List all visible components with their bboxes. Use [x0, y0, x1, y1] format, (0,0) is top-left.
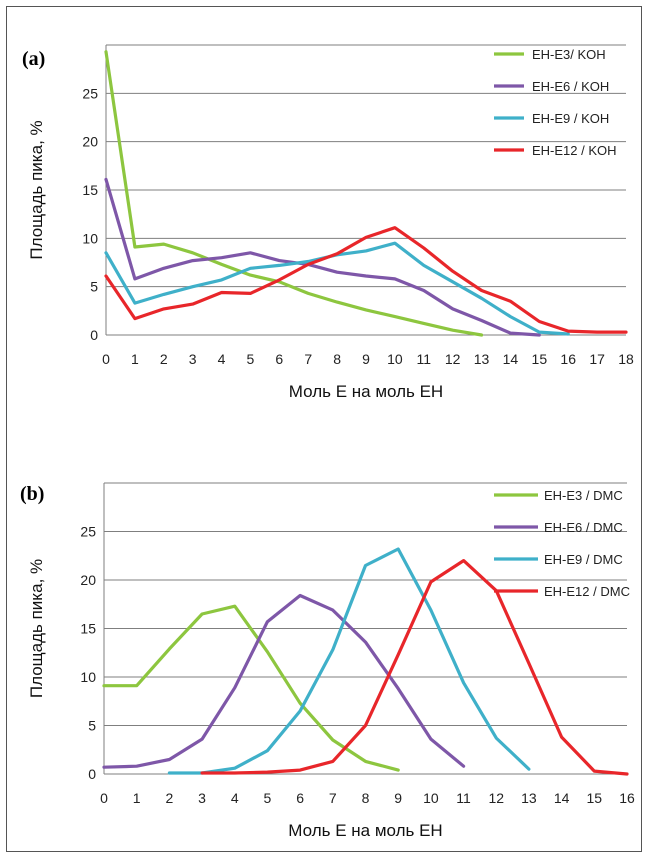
x-tick-label: 10 — [423, 790, 439, 806]
series-line-4 — [200, 558, 629, 776]
panel-b-label: (b) — [20, 483, 44, 505]
x-tick-label: 16 — [619, 790, 635, 806]
x-tick-label: 1 — [133, 790, 141, 806]
legend-label: EH-E12 / DMC — [544, 584, 630, 599]
y-tick-label: 20 — [82, 134, 98, 150]
y-tick-label: 5 — [88, 718, 96, 734]
legend-label: EH-E6 / DMC — [544, 520, 623, 535]
x-tick-label: 14 — [503, 351, 519, 367]
x-tick-label: 18 — [618, 351, 634, 367]
y-tick-label: 25 — [82, 85, 98, 101]
panel-a-label: (a) — [22, 48, 45, 70]
x-tick-label: 3 — [189, 351, 197, 367]
y-axis-title: Площадь пика, % — [27, 559, 46, 698]
figure-frame — [6, 6, 642, 852]
x-tick-label: 13 — [474, 351, 490, 367]
x-tick-label: 3 — [198, 790, 206, 806]
x-tick-label: 16 — [560, 351, 576, 367]
y-tick-label: 10 — [82, 230, 98, 246]
y-tick-label: 0 — [90, 327, 98, 343]
x-tick-label: 17 — [589, 351, 605, 367]
x-tick-label: 11 — [456, 790, 471, 806]
x-tick-label: 4 — [218, 351, 226, 367]
x-tick-label: 15 — [532, 351, 548, 367]
x-tick-label: 0 — [102, 351, 110, 367]
x-tick-label: 9 — [362, 351, 370, 367]
x-tick-label: 9 — [394, 790, 402, 806]
y-tick-label: 15 — [80, 621, 96, 637]
x-tick-label: 10 — [387, 351, 403, 367]
x-tick-label: 2 — [165, 790, 173, 806]
x-tick-label: 15 — [587, 790, 603, 806]
series-line-2 — [102, 593, 466, 769]
legend-label: EH-E9 / DMC — [544, 552, 623, 567]
x-tick-label: 1 — [131, 351, 139, 367]
x-tick-label: 6 — [275, 351, 283, 367]
x-tick-label: 8 — [362, 790, 370, 806]
y-tick-label: 10 — [80, 669, 96, 685]
x-tick-label: 5 — [264, 790, 272, 806]
series-line-1 — [104, 50, 484, 337]
series-line-2 — [104, 177, 541, 337]
y-tick-label: 25 — [80, 524, 96, 540]
legend-label: EH-E6 / KOH — [532, 79, 609, 94]
x-tick-label: 0 — [100, 790, 108, 806]
series-line-3 — [167, 547, 531, 775]
x-tick-label: 7 — [304, 351, 312, 367]
x-tick-label: 5 — [247, 351, 255, 367]
x-axis-title: Моль Е на моль ЕН — [289, 382, 443, 401]
x-tick-label: 12 — [488, 790, 504, 806]
x-axis-title: Моль Е на моль ЕН — [288, 821, 442, 840]
y-tick-label: 20 — [80, 572, 96, 588]
x-tick-label: 11 — [417, 351, 432, 367]
series-line-1 — [102, 604, 400, 772]
x-tick-label: 2 — [160, 351, 168, 367]
y-tick-label: 15 — [82, 182, 98, 198]
x-tick-label: 7 — [329, 790, 337, 806]
x-tick-label: 4 — [231, 790, 239, 806]
x-tick-label: 6 — [296, 790, 304, 806]
legend-label: EH-E12 / KOH — [532, 143, 617, 158]
legend-label: EH-E3 / DMC — [544, 488, 623, 503]
legend-label: EH-E3/ KOH — [532, 47, 606, 62]
y-axis-title: Площадь пика, % — [27, 120, 46, 259]
series-line-4 — [104, 226, 628, 334]
legend-label: EH-E9 / KOH — [532, 111, 609, 126]
series-line-3 — [104, 241, 570, 336]
x-tick-label: 13 — [521, 790, 537, 806]
y-tick-label: 0 — [88, 766, 96, 782]
y-tick-label: 5 — [90, 279, 98, 295]
x-tick-label: 14 — [554, 790, 570, 806]
x-tick-label: 12 — [445, 351, 461, 367]
x-tick-label: 8 — [333, 351, 341, 367]
